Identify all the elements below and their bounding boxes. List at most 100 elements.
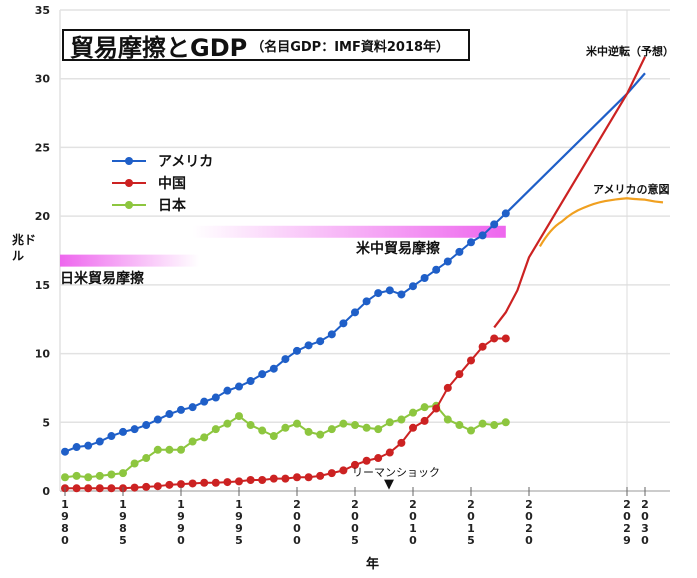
data-point <box>420 273 429 282</box>
x-axis-label: 年 <box>366 557 380 572</box>
y-tick-label: 20 <box>35 210 51 223</box>
data-point <box>362 456 371 465</box>
annotation-japan-us-friction: 日米貿易摩擦 <box>60 271 144 287</box>
data-point <box>351 460 359 469</box>
data-point <box>211 478 220 487</box>
data-point <box>95 484 104 493</box>
annotation-us-intent: アメリカの意図 <box>593 183 670 196</box>
data-point <box>95 437 104 446</box>
data-point <box>304 427 313 436</box>
data-point <box>467 426 475 435</box>
data-point <box>374 289 383 298</box>
legend-label-japan: 日本 <box>158 198 186 214</box>
data-point <box>165 445 174 454</box>
data-point <box>200 433 209 442</box>
legend-label-china: 中国 <box>158 176 186 192</box>
data-point <box>165 480 174 489</box>
y-tick-label: 10 <box>35 348 51 361</box>
data-point <box>281 474 290 483</box>
data-point <box>107 484 116 493</box>
data-point <box>165 410 174 419</box>
data-point <box>443 415 452 424</box>
data-point <box>327 425 336 434</box>
data-point <box>84 441 93 450</box>
data-point <box>339 319 348 328</box>
data-point <box>293 473 301 482</box>
data-point <box>119 469 127 478</box>
y-tick-label: 35 <box>35 4 50 17</box>
data-point <box>304 473 313 482</box>
data-point <box>467 356 475 365</box>
legend-item-japan: 日本 <box>112 194 213 216</box>
data-point <box>293 346 301 355</box>
data-point <box>177 405 185 414</box>
data-point <box>177 445 185 454</box>
data-point <box>211 425 220 434</box>
data-point <box>235 477 243 486</box>
data-point <box>142 482 151 491</box>
data-point <box>478 419 487 428</box>
y-tick-label: 0 <box>42 485 50 498</box>
data-point <box>281 423 290 432</box>
data-point <box>246 476 255 485</box>
data-point <box>200 478 209 487</box>
data-point <box>467 238 475 247</box>
data-point <box>211 393 220 402</box>
y-tick-label: 15 <box>35 279 50 292</box>
data-point <box>501 418 510 427</box>
data-point <box>316 430 325 439</box>
data-point <box>420 416 429 425</box>
annotation-reversal: 米中逆転（予想） <box>586 45 674 58</box>
data-point <box>223 419 232 428</box>
data-point <box>130 425 139 434</box>
data-point <box>374 454 383 463</box>
y-tick-label: 5 <box>42 416 50 429</box>
data-point <box>397 290 406 299</box>
y-axis-label: 兆ドル <box>12 233 37 263</box>
data-point <box>223 478 232 487</box>
data-point <box>188 403 197 412</box>
data-point <box>188 437 197 446</box>
legend-label-usa: アメリカ <box>158 154 214 170</box>
chart-subtitle: （名目GDP：IMF資料2018年） <box>251 39 450 55</box>
annotation-us-china-friction: 米中貿易摩擦 <box>356 241 440 257</box>
data-point <box>61 473 69 482</box>
data-point <box>316 337 325 346</box>
data-point <box>351 421 359 430</box>
y-tick-label: 30 <box>35 73 51 86</box>
data-point <box>490 334 499 343</box>
data-point <box>258 370 267 379</box>
data-point <box>119 427 127 436</box>
data-point <box>385 286 394 295</box>
data-point <box>223 386 232 395</box>
data-point <box>200 397 209 406</box>
y-tick-label: 25 <box>35 141 50 154</box>
data-point <box>455 247 464 256</box>
data-point <box>362 423 371 432</box>
legend: アメリカ 中国 日本 <box>112 150 213 216</box>
series-line-4 <box>493 56 646 329</box>
data-point <box>95 471 104 480</box>
data-point <box>293 419 301 428</box>
annotation-lehman: リーマンショック <box>352 466 440 479</box>
band-japan-us-friction <box>60 254 200 267</box>
series-line-5 <box>538 197 664 247</box>
data-point <box>177 480 185 489</box>
data-point <box>327 330 336 339</box>
data-point <box>397 438 406 447</box>
data-point <box>72 443 81 452</box>
band-us-china-friction <box>192 225 506 238</box>
data-point <box>385 418 394 427</box>
data-point <box>385 448 394 457</box>
